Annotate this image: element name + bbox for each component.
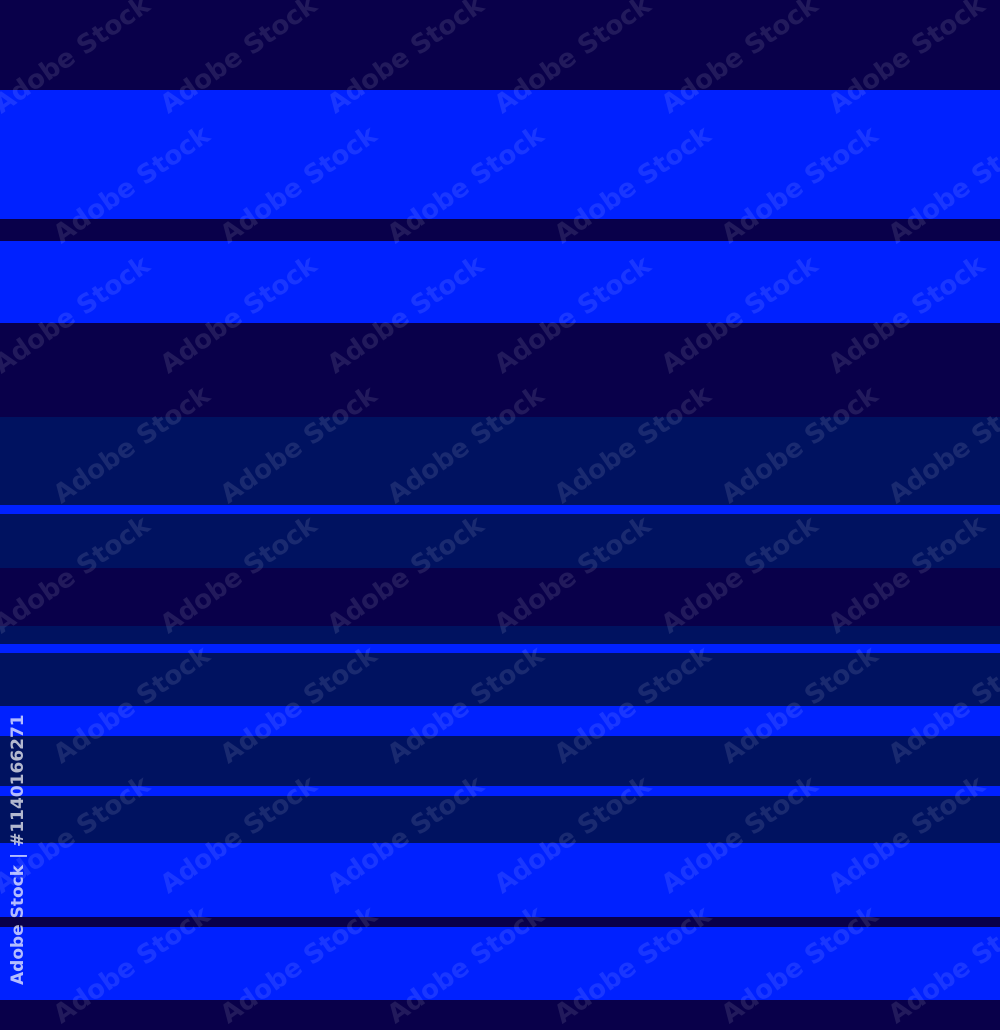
stripe-bright <box>0 786 1000 796</box>
stripe-bright <box>0 90 1000 219</box>
stripe-mid <box>0 796 1000 843</box>
stripe-bright <box>0 644 1000 653</box>
stripe-mid <box>0 417 1000 505</box>
stripe-dark <box>0 568 1000 626</box>
stripe-mid <box>0 514 1000 568</box>
stripe-mid <box>0 736 1000 786</box>
stripe-mid <box>0 653 1000 706</box>
stripe-bright <box>0 505 1000 514</box>
stripe-dark <box>0 917 1000 927</box>
stripe-bright <box>0 843 1000 917</box>
stripe-bright <box>0 241 1000 323</box>
stock-id-label: Adobe Stock | #1140166271 <box>8 714 28 985</box>
stripe-mid <box>0 626 1000 644</box>
stripe-dark <box>0 219 1000 241</box>
stripe-dark <box>0 323 1000 417</box>
stripe-bright <box>0 706 1000 736</box>
stripe-bright <box>0 927 1000 1000</box>
stripe-pattern <box>0 0 1000 1000</box>
stripe-dark <box>0 0 1000 90</box>
